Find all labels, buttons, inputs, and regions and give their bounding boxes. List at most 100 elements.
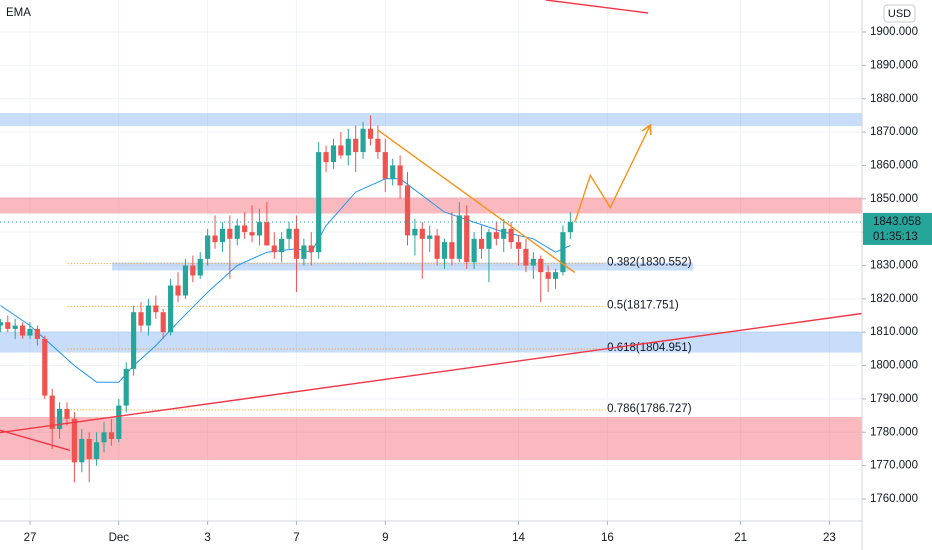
candle-body [175, 285, 181, 296]
candle-body [338, 145, 344, 156]
candle-body [397, 165, 403, 186]
candle-body [94, 442, 100, 459]
fib-label: 0.786(1786.727) [607, 403, 692, 415]
candle-body [567, 221, 573, 233]
candle-body [116, 405, 122, 439]
candle-body [449, 242, 455, 259]
candle-body [79, 438, 85, 463]
trend-line [574, 124, 651, 223]
x-tick-label: 14 [512, 532, 525, 544]
candle-body [552, 272, 559, 279]
candle-body [434, 235, 440, 259]
x-tick-label: 9 [382, 532, 388, 544]
candle-body [301, 245, 307, 259]
currency-box[interactable] [883, 4, 916, 23]
candle-body [242, 225, 248, 233]
candle-body [205, 235, 211, 259]
fib-label: 0.618(1804.951) [607, 342, 692, 354]
x-tick-label: 21 [734, 532, 747, 544]
candle-body [160, 312, 166, 333]
candle-body [538, 258, 544, 273]
candle-body [219, 228, 226, 243]
candle-body [478, 238, 485, 249]
y-tick-label: 1780.000 [870, 426, 918, 438]
zone [0, 416, 862, 460]
candle-body [279, 238, 285, 253]
candle-body [515, 242, 522, 249]
candle-body [264, 222, 270, 246]
candle-body [441, 242, 448, 259]
candle-body [64, 408, 70, 419]
candle-body [323, 152, 329, 163]
arrow-head [641, 123, 652, 136]
candle-body [560, 232, 566, 273]
candle-body [131, 312, 137, 369]
y-tick-label: 1880.000 [870, 93, 918, 105]
candle-body [382, 152, 388, 179]
candle-body [404, 185, 411, 236]
candle-body [293, 228, 300, 259]
y-tick-label: 1810.000 [870, 326, 918, 338]
y-tick-label: 1770.000 [870, 460, 918, 472]
indicator-label: EMA [6, 7, 31, 19]
x-tick-label: Dec [109, 532, 130, 544]
candle-body [530, 258, 536, 266]
candle-body [508, 228, 514, 243]
candle-body [49, 395, 55, 429]
candle-body [227, 228, 233, 239]
countdown-label: 01:35:13 [873, 231, 918, 243]
plot-area: 0.382(1830.552) 0.5(1817.751) 0.618(1804.9… [0, 0, 863, 521]
trend-line [0, 429, 71, 451]
currency-label[interactable]: USD [888, 8, 911, 20]
y-tick-label: 1760.000 [870, 493, 918, 505]
y-tick-label: 1790.000 [870, 393, 918, 405]
candle-body [360, 128, 366, 153]
trend-line [0, 312, 863, 434]
candle-body [523, 248, 529, 266]
candle-body [308, 245, 314, 253]
candle-body [316, 152, 322, 253]
candle-body [501, 228, 507, 239]
candle-body [234, 225, 240, 239]
zone [0, 197, 862, 214]
y-tick-label: 1820.000 [870, 293, 918, 305]
fib-label: 0.382(1830.552) [607, 257, 692, 269]
candle-body [427, 235, 433, 239]
candle-body [145, 305, 152, 326]
candle-body [493, 232, 499, 239]
y-tick-label: 1850.000 [870, 193, 918, 205]
zone [0, 113, 862, 127]
candle-body [182, 265, 189, 296]
x-tick-label: 27 [24, 532, 37, 544]
zone [112, 262, 694, 271]
candle-body [412, 228, 418, 236]
candle-body [375, 138, 381, 153]
candle-body [101, 432, 107, 443]
candle-body [190, 265, 196, 276]
candle-body [123, 368, 129, 406]
candle-body [86, 438, 92, 459]
x-tick-label: 16 [601, 532, 614, 544]
candle-body [56, 408, 63, 429]
y-tick-label: 1900.000 [870, 26, 918, 38]
candle-body [345, 138, 351, 156]
candle-body [464, 215, 470, 263]
candle-body [19, 325, 26, 336]
candle-body [419, 228, 425, 239]
candle-body [212, 235, 218, 243]
candle-body [330, 145, 337, 163]
candle-body [27, 328, 33, 336]
last-price-box [863, 212, 932, 245]
last-price-label: 1843.058 [873, 216, 921, 228]
candle-body [42, 338, 48, 396]
zone [0, 331, 862, 353]
trend-line [545, 0, 649, 14]
y-tick-label: 1800.000 [870, 360, 918, 372]
candle-body [353, 138, 359, 153]
y-tick-label: 1870.000 [870, 126, 918, 138]
candle-body [138, 312, 144, 326]
candle-body [34, 328, 40, 339]
candle-body [5, 322, 11, 329]
